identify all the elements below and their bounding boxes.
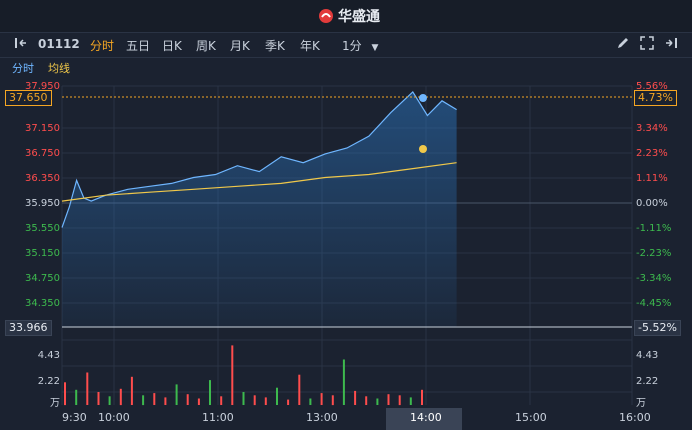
volume-bar <box>242 392 245 405</box>
low-price-box: 33.966 <box>5 320 52 336</box>
volume-bar <box>409 397 412 405</box>
brand: 华盛通 <box>318 7 380 25</box>
volume-bar <box>342 359 345 405</box>
volume-bar <box>231 345 234 405</box>
volume-bar <box>75 389 78 405</box>
volume-bar <box>320 393 323 405</box>
tab-weekly-k[interactable]: 周K <box>196 39 216 53</box>
interval-select[interactable]: 1分 ▼ <box>342 37 378 54</box>
volume-bar <box>331 395 334 406</box>
volume-bar <box>108 396 111 405</box>
volume-tick: 4.43 <box>37 350 60 361</box>
volume-unit: 万 <box>50 398 60 409</box>
expand-icon[interactable] <box>640 36 654 53</box>
volume-bar <box>130 376 133 405</box>
chevron-down-icon: ▼ <box>371 43 379 53</box>
pct-tick: -1.11% <box>636 223 672 234</box>
current-pct-box: 4.73% <box>634 90 677 106</box>
tab-yearly-k[interactable]: 年K <box>300 39 320 53</box>
volume-bar <box>197 398 200 405</box>
volume-unit: 万 <box>636 398 646 409</box>
price-tick: 35.950 <box>25 198 60 209</box>
price-area <box>62 91 457 328</box>
pct-tick: 5.56% <box>636 81 668 92</box>
collapse-panel-icon[interactable] <box>14 36 28 53</box>
interval-value: 1分 <box>342 39 362 53</box>
price-tick: 36.350 <box>25 173 60 184</box>
legend-intraday[interactable]: 分时 <box>12 62 34 75</box>
time-tick: 11:00 <box>202 411 234 424</box>
volume-bar <box>86 372 89 405</box>
volume-bar <box>142 395 145 406</box>
price-line <box>61 90 457 228</box>
volume-bar <box>287 399 290 405</box>
chart-toolbar: 01112 分时 五日 日K 周K 月K 季K 年K 1分 ▼ <box>0 33 692 58</box>
volume-bar <box>309 398 312 405</box>
tab-intraday[interactable]: 分时 <box>90 39 115 53</box>
volume-bar <box>153 393 156 405</box>
low-pct-box: -5.52% <box>634 320 681 336</box>
volume-tick: 4.43 <box>636 350 659 361</box>
volume-bar <box>276 387 278 405</box>
stock-code: 01112 <box>38 37 80 51</box>
draw-pen-icon[interactable] <box>616 36 630 53</box>
indicator-legend: 分时 均线 <box>0 58 692 78</box>
time-tick: 13:00 <box>306 411 338 424</box>
volume-bar <box>186 394 189 405</box>
volume-tick: 2.22 <box>37 376 60 387</box>
volume-bar <box>264 397 267 405</box>
time-tick: 16:00 <box>619 411 651 424</box>
pct-tick: -2.23% <box>636 248 672 259</box>
volume-tick: 2.22 <box>636 376 659 387</box>
average-line <box>61 162 457 202</box>
volume-bar <box>64 382 66 406</box>
volume-bar <box>175 384 178 405</box>
volume-bar <box>376 398 379 405</box>
brand-name: 华盛通 <box>338 9 380 25</box>
volume-bar <box>398 395 401 406</box>
brand-logo-icon <box>319 9 333 23</box>
volume-bar <box>387 394 390 405</box>
price-tick: 34.350 <box>25 298 60 309</box>
price-tick: 37.150 <box>25 123 60 134</box>
current-price-box: 37.650 <box>5 90 52 106</box>
pct-tick: -3.34% <box>636 273 672 284</box>
volume-bar <box>220 396 223 405</box>
volume-bar <box>298 374 301 405</box>
price-tick: 37.950 <box>25 81 60 92</box>
time-tick: 10:00 <box>98 411 130 424</box>
volume-bars <box>64 345 423 406</box>
tab-daily-k[interactable]: 日K <box>162 39 182 53</box>
tab-five-day[interactable]: 五日 <box>126 39 151 53</box>
volume-bar <box>209 380 211 405</box>
time-tick: 9:30 <box>62 411 87 424</box>
tab-monthly-k[interactable]: 月K <box>230 39 250 53</box>
price-tick: 35.150 <box>25 248 60 259</box>
time-tick-active: 14:00 <box>410 411 442 424</box>
volume-bar <box>119 388 122 406</box>
legend-average[interactable]: 均线 <box>48 62 70 75</box>
crosshair-time-box <box>386 408 462 430</box>
price-tick: 35.550 <box>25 223 60 234</box>
price-tick: 36.750 <box>25 148 60 159</box>
volume-bar <box>365 396 368 405</box>
volume-bar <box>97 392 100 405</box>
volume-bar <box>253 395 256 406</box>
volume-bar <box>164 397 167 405</box>
time-tick: 15:00 <box>515 411 547 424</box>
side-panel-icon[interactable] <box>664 36 678 53</box>
title-bar: 华盛通 <box>0 0 692 33</box>
tab-quarterly-k[interactable]: 季K <box>265 39 285 53</box>
volume-bar <box>354 390 357 405</box>
pct-tick: -4.45% <box>636 298 672 309</box>
pct-tick: 1.11% <box>636 173 668 184</box>
pct-tick: 3.34% <box>636 123 668 134</box>
pct-tick: 2.23% <box>636 148 668 159</box>
price-tick: 34.750 <box>25 273 60 284</box>
intraday-chart[interactable] <box>0 78 692 408</box>
average-end-dot <box>419 145 427 153</box>
price-end-dot <box>419 94 427 102</box>
pct-tick: 0.00% <box>636 198 668 209</box>
volume-bar <box>421 389 423 405</box>
